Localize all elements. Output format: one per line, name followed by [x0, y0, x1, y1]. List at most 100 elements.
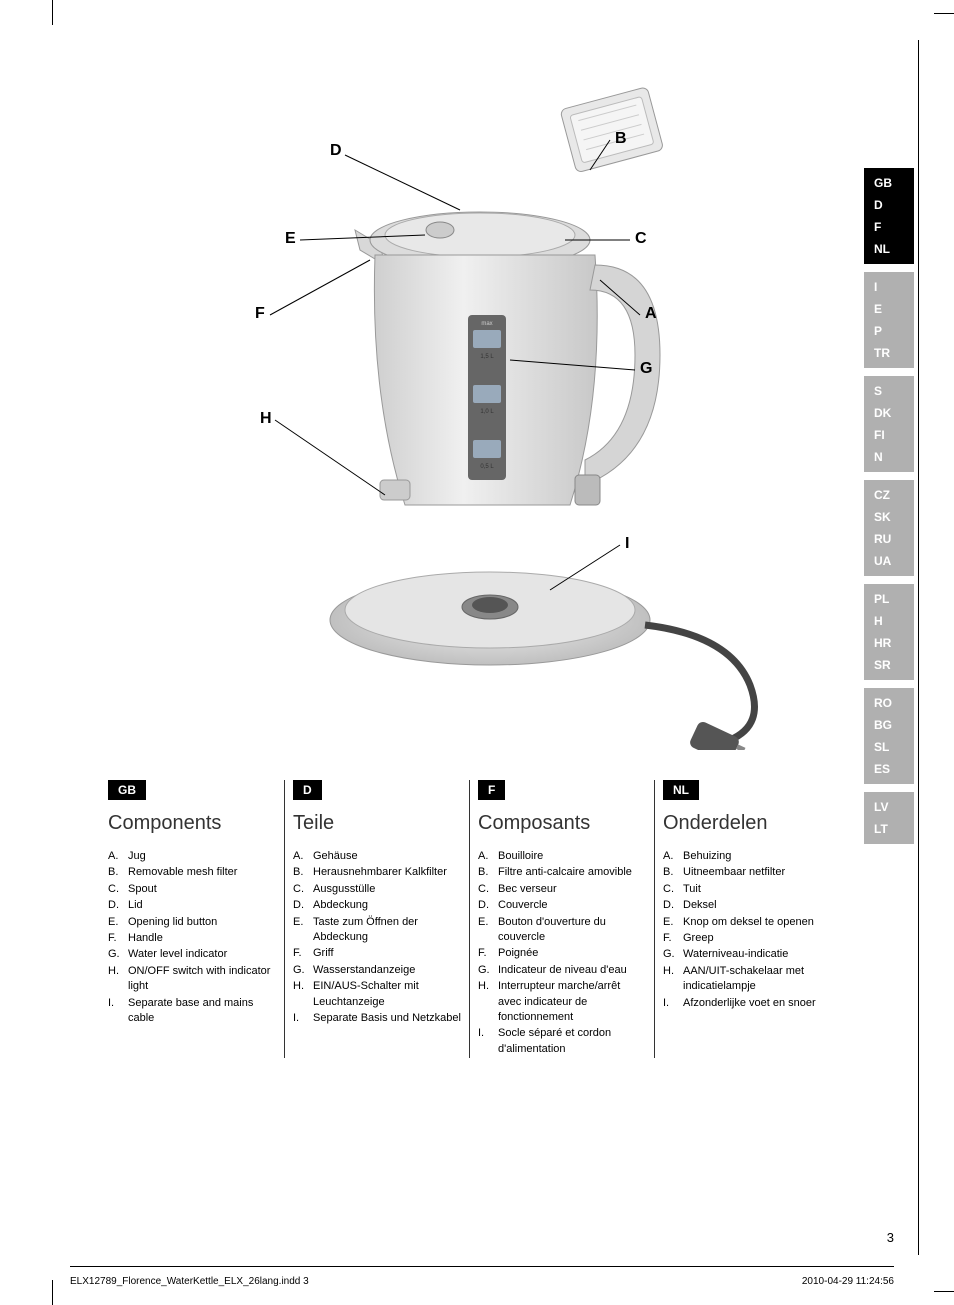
lang-tab-d[interactable]: D	[864, 194, 914, 216]
lang-tab-sk[interactable]: SK	[864, 506, 914, 528]
item-letter: I.	[293, 1011, 313, 1026]
item-text: Bouton d'ouverture du couvercle	[498, 915, 646, 946]
lang-tab-es[interactable]: ES	[864, 758, 914, 780]
list-item: F.Poignée	[478, 946, 646, 961]
item-text: Interrupteur marche/arrêt avec indicateu…	[498, 979, 646, 1025]
lang-tab-n[interactable]: N	[864, 446, 914, 468]
item-letter: G.	[108, 947, 128, 962]
lang-tab-sl[interactable]: SL	[864, 736, 914, 758]
component-list: A.BehuizingB.Uitneembaar netfilterC.Tuit…	[663, 849, 832, 1011]
item-text: Handle	[128, 931, 163, 946]
column-f: FComposantsA.BouilloireB.Filtre anti-cal…	[470, 780, 655, 1058]
lang-tab-s[interactable]: S	[864, 380, 914, 402]
crop-mark	[52, 1280, 53, 1305]
item-text: Lid	[128, 898, 143, 913]
list-item: E.Knop om deksel te openen	[663, 915, 832, 930]
item-letter: E.	[108, 915, 128, 930]
lang-tag: NL	[663, 780, 699, 800]
item-text: Separate Basis und Netzkabel	[313, 1011, 461, 1026]
component-list: A.JugB.Removable mesh filterC.SpoutD.Lid…	[108, 849, 276, 1026]
component-columns: GB Components A.JugB.Removable mesh filter…	[100, 780, 840, 1058]
lang-tab-i[interactable]: I	[864, 276, 914, 298]
item-letter: F.	[108, 931, 128, 946]
lang-tab-ru[interactable]: RU	[864, 528, 914, 550]
lang-group: PLHHRSR	[864, 584, 914, 680]
item-text: Taste zum Öffnen der Abdeckung	[313, 915, 461, 946]
item-letter: D.	[108, 898, 128, 913]
list-item: D.Lid	[108, 898, 276, 913]
item-letter: I.	[663, 996, 683, 1011]
list-item: G.Indicateur de niveau d'eau	[478, 963, 646, 978]
item-letter: F.	[478, 946, 498, 961]
lang-tab-lt[interactable]: LT	[864, 818, 914, 840]
lang-tab-gb[interactable]: GB	[864, 172, 914, 194]
list-item: E.Taste zum Öffnen der Abdeckung	[293, 915, 461, 946]
item-text: Opening lid button	[128, 915, 217, 930]
item-letter: B.	[108, 865, 128, 880]
item-letter: G.	[478, 963, 498, 978]
list-item: A.Behuizing	[663, 849, 832, 864]
page-rule	[918, 40, 919, 1255]
lang-tab-sr[interactable]: SR	[864, 654, 914, 676]
lang-tab-hr[interactable]: HR	[864, 632, 914, 654]
crop-mark	[52, 0, 53, 25]
section-title: Components	[108, 812, 276, 835]
lang-tab-fi[interactable]: FI	[864, 424, 914, 446]
lang-group: CZSKRUUA	[864, 480, 914, 576]
list-item: E.Opening lid button	[108, 915, 276, 930]
lang-tab-nl[interactable]: NL	[864, 238, 914, 260]
item-letter: A.	[478, 849, 498, 864]
section-title: Teile	[293, 812, 461, 835]
section-title: Onderdelen	[663, 812, 832, 835]
lang-tab-p[interactable]: P	[864, 320, 914, 342]
lang-group: SDKFIN	[864, 376, 914, 472]
callout-b: B	[615, 130, 627, 148]
list-item: D.Abdeckung	[293, 898, 461, 913]
lang-tab-f[interactable]: F	[864, 216, 914, 238]
item-letter: A.	[108, 849, 128, 864]
lang-tab-tr[interactable]: TR	[864, 342, 914, 364]
svg-text:0,5 L: 0,5 L	[480, 464, 494, 470]
lang-tab-cz[interactable]: CZ	[864, 484, 914, 506]
lang-tab-ua[interactable]: UA	[864, 550, 914, 572]
item-text: EIN/AUS-Schalter mit Leuchtanzeige	[313, 979, 461, 1010]
lang-tag: D	[293, 780, 322, 800]
item-text: Waterniveau-indicatie	[683, 947, 788, 962]
item-text: Griff	[313, 946, 334, 961]
item-letter: B.	[293, 865, 313, 880]
item-letter: G.	[293, 963, 313, 978]
item-letter: H.	[663, 964, 683, 995]
item-text: Removable mesh filter	[128, 865, 237, 880]
callout-g: G	[640, 360, 652, 378]
lang-tag: F	[478, 780, 505, 800]
product-diagram: max 1,5 L 1,0 L 0,5 L	[200, 80, 820, 750]
item-letter: E.	[293, 915, 313, 946]
svg-text:max: max	[481, 321, 492, 327]
item-letter: C.	[293, 882, 313, 897]
lang-tab-bg[interactable]: BG	[864, 714, 914, 736]
lang-tag: GB	[108, 780, 146, 800]
list-item: F.Handle	[108, 931, 276, 946]
lang-tab-dk[interactable]: DK	[864, 402, 914, 424]
item-letter: H.	[478, 979, 498, 1025]
list-item: B.Uitneembaar netfilter	[663, 865, 832, 880]
item-text: Abdeckung	[313, 898, 368, 913]
list-item: I.Socle séparé et cordon d'alimentation	[478, 1026, 646, 1057]
list-item: H.EIN/AUS-Schalter mit Leuchtanzeige	[293, 979, 461, 1010]
lang-group: IEPTR	[864, 272, 914, 368]
list-item: B.Herausnehmbarer Kalkfilter	[293, 865, 461, 880]
item-text: Wasserstandanzeige	[313, 963, 415, 978]
item-text: Gehäuse	[313, 849, 358, 864]
item-letter: D.	[478, 898, 498, 913]
lang-tab-h[interactable]: H	[864, 610, 914, 632]
callout-d: D	[330, 142, 342, 160]
item-letter: F.	[663, 931, 683, 946]
item-text: Uitneembaar netfilter	[683, 865, 785, 880]
lang-tab-pl[interactable]: PL	[864, 588, 914, 610]
callout-i: I	[625, 535, 629, 553]
footer-filename: ELX12789_Florence_WaterKettle_ELX_26lang…	[70, 1276, 309, 1287]
lang-tab-lv[interactable]: LV	[864, 796, 914, 818]
lang-tab-ro[interactable]: RO	[864, 692, 914, 714]
list-item: I.Separate base and mains cable	[108, 996, 276, 1027]
lang-tab-e[interactable]: E	[864, 298, 914, 320]
